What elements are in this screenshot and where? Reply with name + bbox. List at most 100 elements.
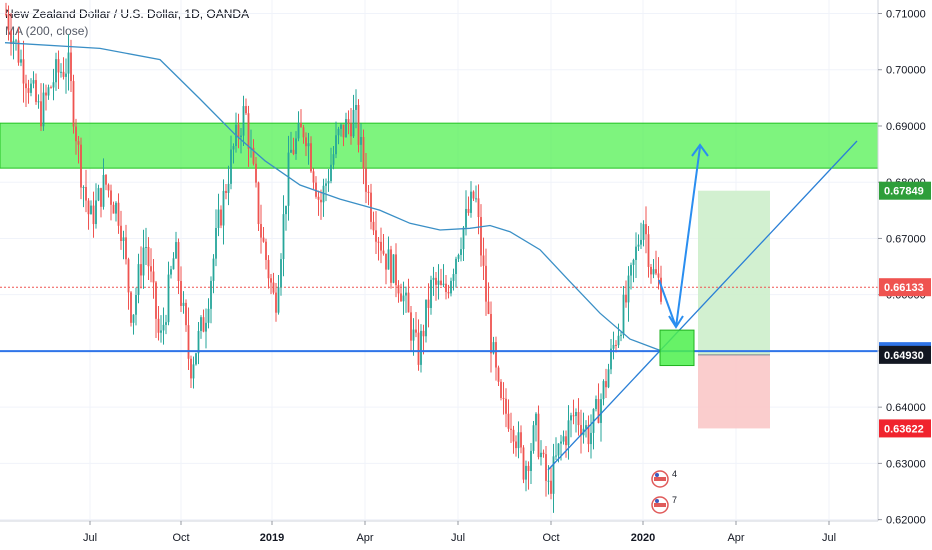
candle-body (412, 329, 415, 341)
candle (310, 136, 312, 173)
candle (645, 206, 647, 254)
candle-body (137, 264, 140, 295)
candle-body (342, 124, 345, 138)
candle-body (457, 254, 460, 259)
candle-body (95, 200, 97, 225)
candle (22, 40, 25, 103)
candle-body (82, 187, 85, 189)
candle-body (492, 342, 495, 354)
candle-body (327, 181, 330, 184)
candle (42, 83, 45, 131)
candle-body (242, 106, 245, 136)
candle-body (27, 88, 30, 93)
time-tick-label: Apr (356, 532, 373, 544)
candle (112, 201, 115, 214)
candle (280, 253, 282, 296)
candle (172, 252, 175, 270)
candle (357, 99, 360, 153)
candle-body (177, 242, 180, 281)
candle-body (522, 447, 525, 480)
candle (410, 305, 412, 351)
candle (457, 253, 460, 263)
candle (650, 263, 652, 284)
candle-body (7, 14, 10, 31)
candle-body (107, 184, 110, 191)
price-label-text: 0.67849 (884, 186, 924, 198)
projection-arrows (658, 143, 709, 329)
candle (460, 237, 462, 262)
candle (350, 107, 352, 145)
price-label-last-price: 0.66133 (879, 278, 931, 297)
candle-body (440, 280, 442, 285)
candle-body (192, 364, 195, 379)
candle (185, 299, 187, 332)
candle (562, 430, 565, 445)
candle-body (645, 224, 647, 235)
entry-zone (659, 329, 695, 367)
candle (552, 443, 555, 513)
ma-200-line (4, 42, 661, 352)
candle-body (497, 367, 500, 382)
candle (427, 283, 430, 328)
candle-body (455, 258, 457, 275)
candle-body (495, 342, 497, 368)
candle (570, 412, 572, 438)
candle-body (280, 259, 282, 288)
candle (82, 185, 85, 208)
candle (170, 265, 172, 279)
candle-body (325, 183, 327, 186)
candle (592, 408, 595, 450)
candle (355, 89, 357, 129)
candle (385, 253, 387, 285)
candle-body (10, 30, 12, 45)
candle (230, 135, 232, 190)
candle (655, 250, 657, 276)
candle-body (652, 269, 655, 275)
candle-body (157, 318, 160, 333)
chart-legend: New Zealand Dollar / U.S. Dollar, 1D, OA… (5, 6, 249, 40)
candle-body (510, 428, 512, 430)
candle-body (520, 432, 522, 448)
candle (477, 184, 480, 235)
candle (270, 274, 272, 295)
candle-body (347, 119, 350, 124)
candle (300, 109, 302, 128)
candle (452, 268, 455, 291)
candle (430, 275, 432, 315)
candle-body (252, 147, 255, 164)
candle-body (547, 480, 550, 482)
candle-body (447, 291, 450, 294)
price-axis-bg (878, 0, 932, 550)
candle-body (105, 174, 107, 185)
candle-body (545, 454, 547, 481)
candle (652, 259, 655, 279)
candle (120, 210, 122, 250)
candle-body (610, 348, 612, 370)
flag-stripe (654, 503, 666, 507)
candle-body (297, 123, 300, 139)
candle (182, 291, 185, 314)
candle (142, 229, 145, 289)
candle-body (417, 332, 420, 365)
candle (475, 185, 477, 203)
candle (412, 318, 415, 356)
candle-body (317, 196, 320, 200)
candle (200, 315, 202, 339)
candle (407, 278, 410, 313)
candle-body (220, 209, 222, 226)
time-tick-label: 2020 (631, 532, 655, 544)
candle-body (227, 183, 230, 193)
candle-body (337, 128, 340, 136)
candle (435, 272, 437, 301)
candle-body (597, 399, 600, 423)
candle-body (187, 325, 190, 359)
candle (67, 34, 70, 91)
candle-body (295, 138, 297, 154)
candle (50, 85, 52, 89)
candle (62, 57, 65, 80)
candle-body (480, 217, 482, 256)
candle-body (430, 279, 432, 308)
candle-body (477, 198, 480, 218)
candle-body (195, 353, 197, 365)
